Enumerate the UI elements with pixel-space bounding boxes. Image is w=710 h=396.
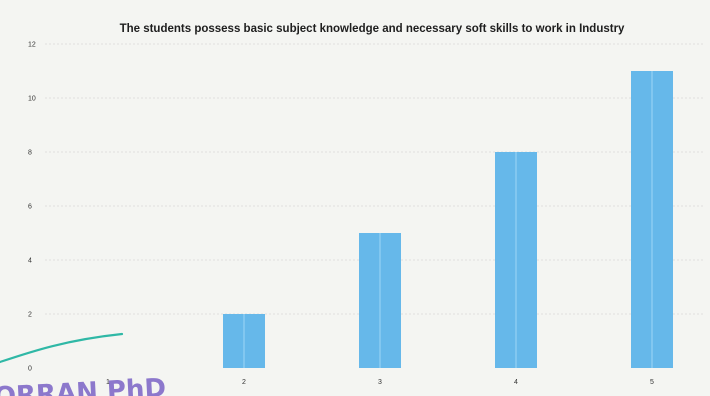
y-tick-label: 6 <box>28 204 32 211</box>
bar-highlight-5 <box>651 71 653 368</box>
chart-title: The students possess basic subject knowl… <box>120 23 625 35</box>
y-tick-label: 2 <box>28 312 32 319</box>
y-axis-ticks: 0 2 4 6 8 10 12 <box>28 42 36 373</box>
x-axis-ticks: 1 2 3 4 5 <box>106 379 654 386</box>
pen-stroke-mark <box>0 332 124 364</box>
bar-highlight-3 <box>379 233 381 368</box>
x-tick-label: 3 <box>378 379 382 386</box>
y-tick-label: 4 <box>28 258 32 265</box>
bars <box>223 71 673 368</box>
x-tick-label: 1 <box>106 379 110 386</box>
stamp-signature: ORRAN PhD <box>0 373 167 396</box>
bar-highlight-4 <box>515 152 517 368</box>
bar-highlight-2 <box>243 314 245 368</box>
svg-text:ORRAN PhD: ORRAN PhD <box>0 373 167 396</box>
x-tick-label: 5 <box>650 379 654 386</box>
y-tick-label: 8 <box>28 150 32 157</box>
y-tick-label: 12 <box>28 42 36 49</box>
x-tick-label: 2 <box>242 379 246 386</box>
x-tick-label: 4 <box>514 379 518 386</box>
grid-lines <box>45 43 705 315</box>
y-tick-label: 0 <box>28 366 32 373</box>
y-tick-label: 10 <box>28 96 36 103</box>
